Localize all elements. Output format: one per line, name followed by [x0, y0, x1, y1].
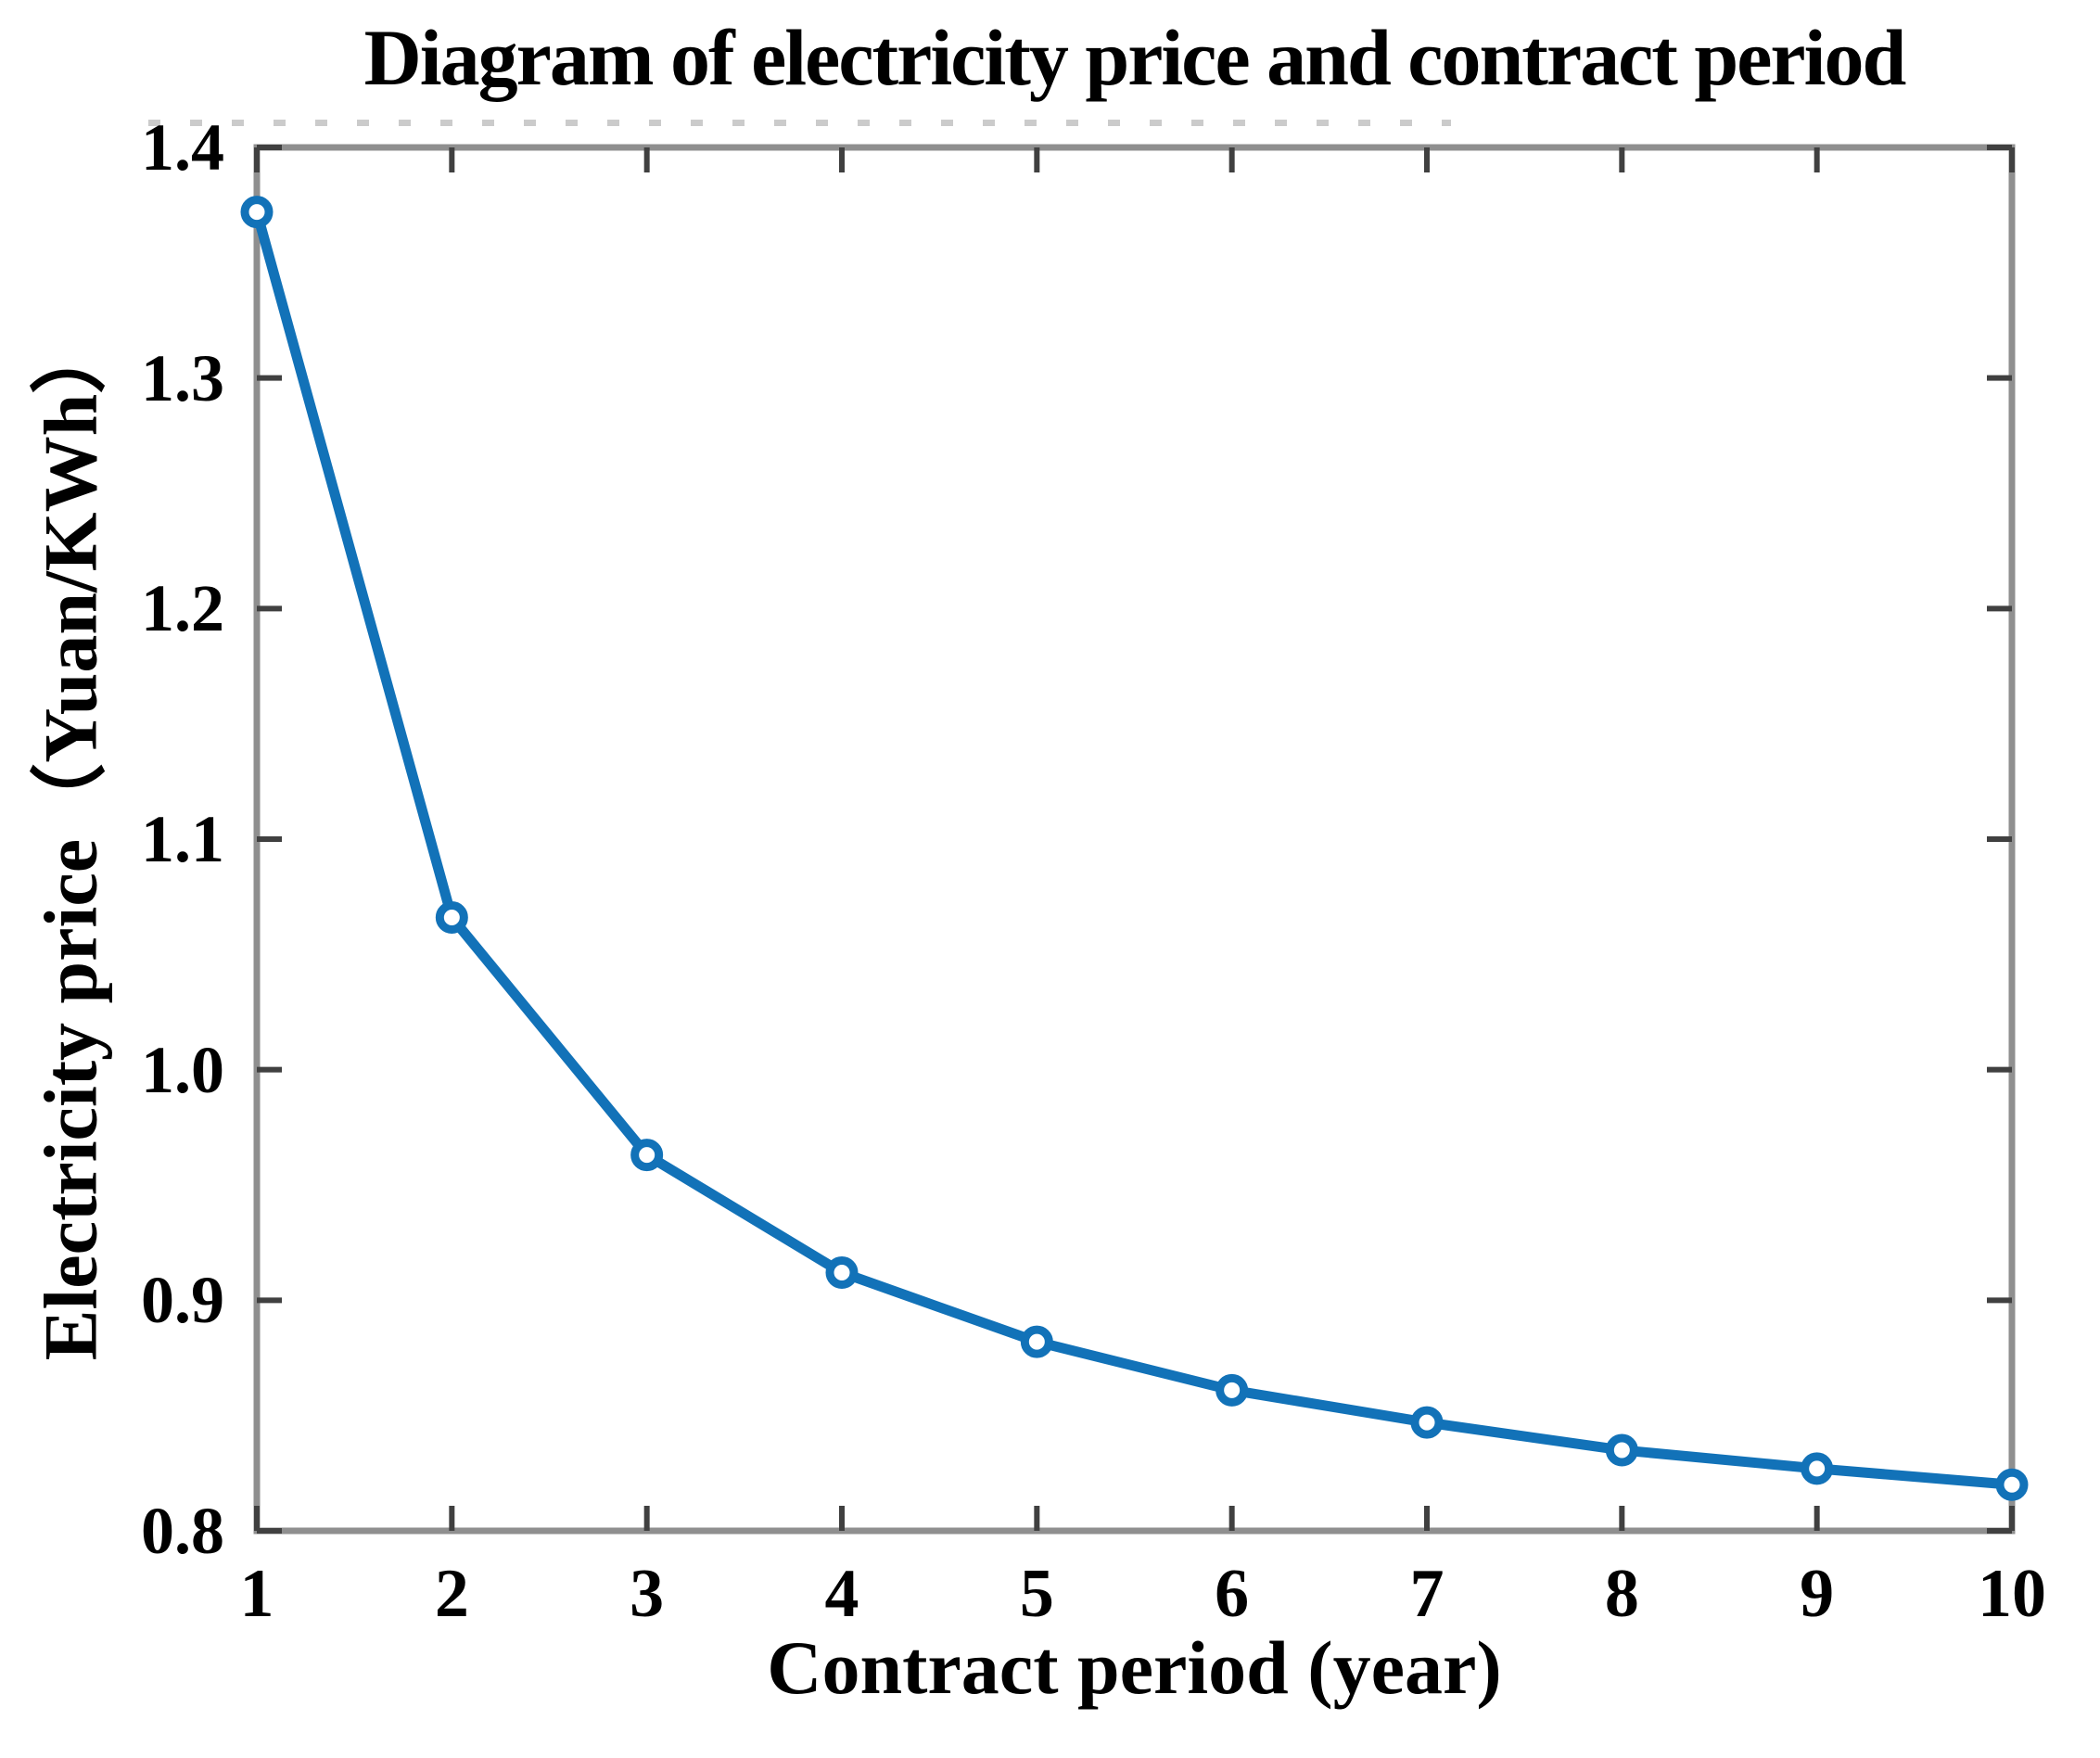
data-point-marker [1995, 1468, 2029, 1501]
y-tick-label: 1.0 [141, 1032, 224, 1107]
data-point-marker [825, 1255, 859, 1289]
y-tick-label: 1.3 [141, 340, 224, 415]
data-line [251, 207, 2017, 1490]
data-point-marker [630, 1139, 664, 1172]
x-tick-label: 5 [1019, 1556, 1054, 1632]
chart-title: Diagram of electricity price and contrac… [363, 13, 1907, 102]
y-tick-label: 0.9 [141, 1263, 224, 1338]
data-point-marker [1605, 1433, 1638, 1467]
data-point-marker [435, 901, 468, 935]
x-tick-label: 10 [1978, 1556, 2046, 1632]
y-tick-label: 1.4 [141, 110, 224, 185]
x-tick-label: 9 [1800, 1556, 1835, 1632]
x-axis-label: Contract period (year) [767, 1625, 1502, 1710]
data-point-marker [1410, 1406, 1444, 1439]
x-tick-label: 8 [1604, 1556, 1639, 1632]
x-tick-label: 1 [239, 1556, 274, 1632]
x-tick-label: 7 [1409, 1556, 1445, 1632]
x-tick-label: 2 [434, 1556, 469, 1632]
scan-artifact-dashes [148, 120, 1451, 126]
y-tick-label: 1.1 [141, 802, 224, 876]
y-tick-label: 0.8 [141, 1494, 224, 1568]
data-point-marker [1801, 1452, 1834, 1485]
x-tick-label: 3 [630, 1556, 665, 1632]
data-point-marker [1215, 1373, 1249, 1407]
axis-box [253, 144, 2016, 1535]
data-point-marker [1020, 1325, 1053, 1358]
data-point-marker [240, 196, 274, 229]
y-tick-label: 1.2 [141, 571, 224, 646]
x-tick-label: 4 [824, 1556, 859, 1632]
x-tick-label: 6 [1215, 1556, 1250, 1632]
